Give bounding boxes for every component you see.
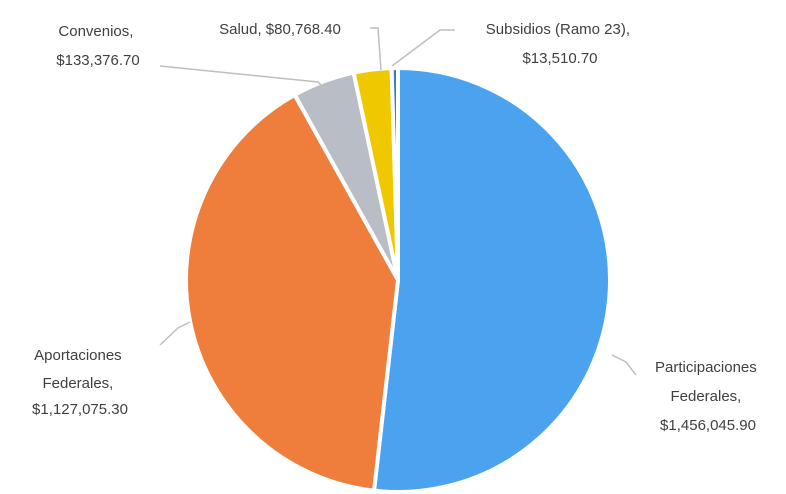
leader-line-participaciones [611, 354, 637, 376]
pie-slice-aportaciones-federales [183, 92, 400, 493]
leader-lines [159, 27, 637, 376]
data-label-participaciones: Participaciones Federales, $1,456,045.90 [655, 359, 761, 434]
data-label-convenios: Convenios, $133,376.70 [56, 23, 139, 69]
leader-line-convenios [159, 65, 333, 97]
data-label-subsidios: Subsidios (Ramo 23), $13,510.70 [486, 21, 634, 67]
data-label-salud: Salud, $80,768.40 [219, 21, 341, 38]
leader-line-salud [370, 27, 382, 71]
pie-slice-subsidios-ramo-23 [389, 66, 400, 282]
leader-line-subsidios [391, 29, 455, 67]
pie-slices [183, 66, 612, 494]
data-label-aportaciones: Aportaciones Federales, $1,127,075.30 [32, 347, 128, 418]
pie-slice-participaciones-federales [372, 66, 612, 494]
leader-line-aportaciones [159, 321, 191, 346]
data-labels: Convenios, $133,376.70 Salud, $80,768.40… [32, 21, 761, 434]
